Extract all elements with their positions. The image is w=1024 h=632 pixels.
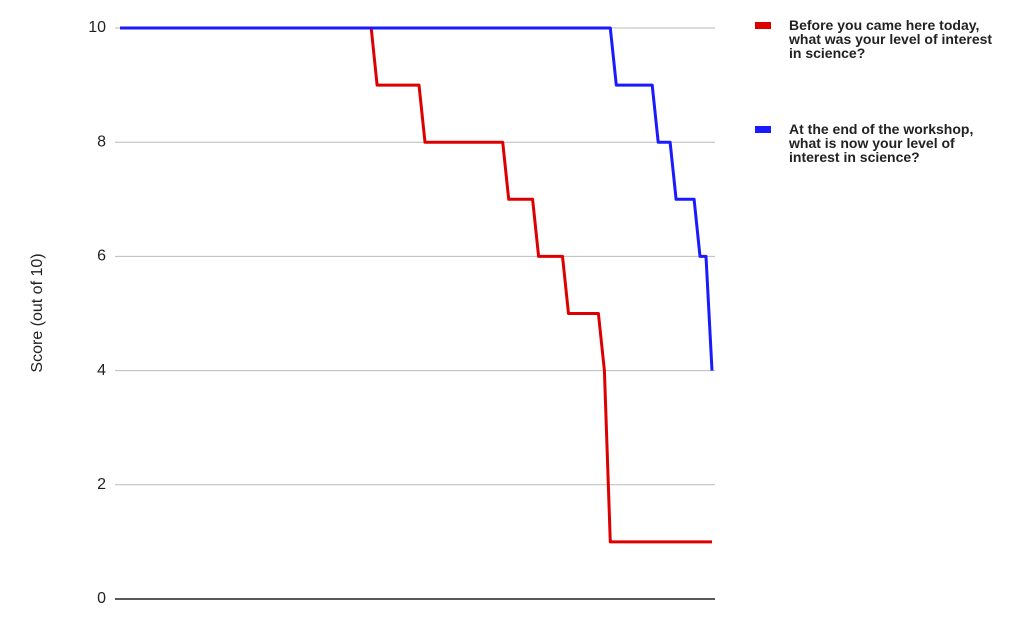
y-tick-label: 6 xyxy=(97,248,106,265)
y-tick-label: 8 xyxy=(97,133,106,150)
legend-label: At the end of the workshop, what is now … xyxy=(789,121,974,165)
y-tick-label: 2 xyxy=(97,476,106,493)
y-tick-label: 0 xyxy=(97,590,106,607)
legend-swatch xyxy=(755,22,771,29)
y-tick-label: 4 xyxy=(97,362,106,379)
y-axis-title: Score (out of 10) xyxy=(29,253,46,372)
data-line xyxy=(120,26,714,371)
data-line xyxy=(120,26,712,544)
y-tick-label: 10 xyxy=(88,19,106,36)
legend-swatch xyxy=(755,126,771,133)
legend-label: Before you came here today, what was you… xyxy=(789,17,993,61)
